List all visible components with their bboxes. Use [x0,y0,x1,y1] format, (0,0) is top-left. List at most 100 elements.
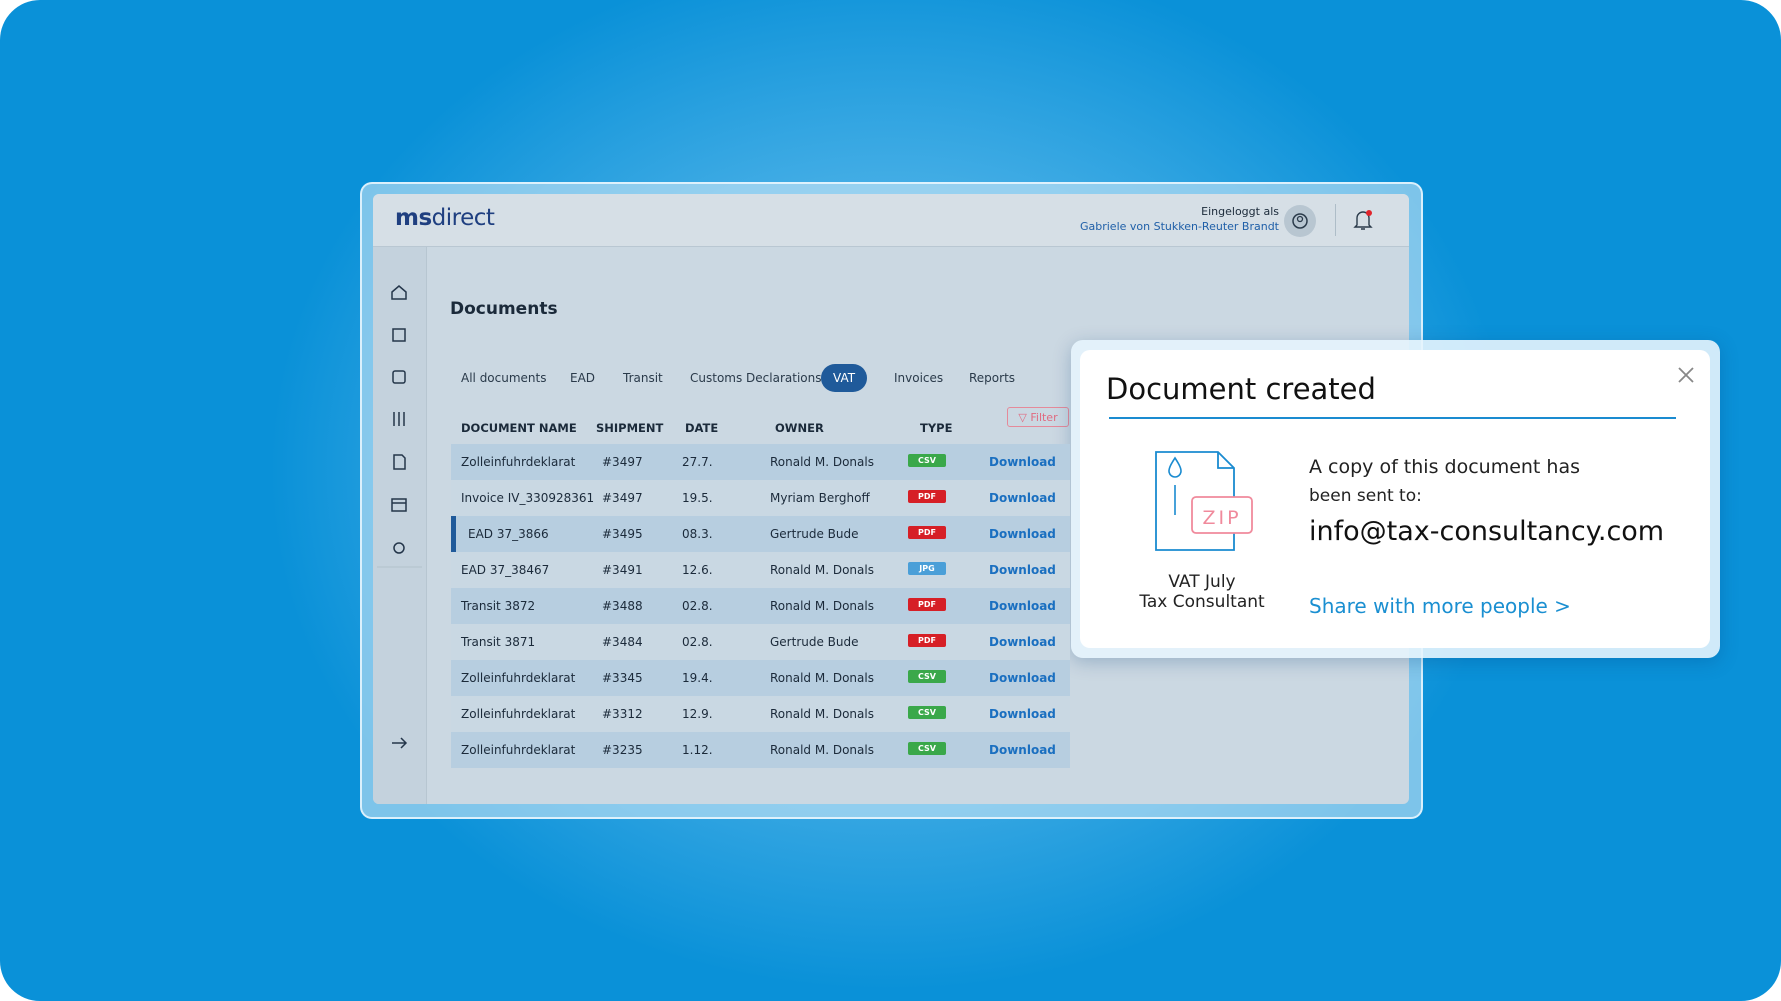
type-badge: PDF [908,490,946,503]
popup-title: Document created [1106,372,1376,406]
cell-date: 02.8. [682,599,713,613]
cell-owner: Ronald M. Donals [770,671,874,685]
cell-name: Zolleinfuhrdeklarat [461,455,576,469]
filter-label: Filter [1030,411,1058,424]
home-icon[interactable] [391,285,407,300]
tab[interactable]: EAD [570,371,596,385]
column-header[interactable]: OWNER [775,421,824,435]
cell-date: 08.3. [682,527,713,541]
cell-owner: Ronald M. Donals [770,599,874,613]
cell-date: 12.6. [682,563,713,577]
expand-arrow[interactable] [392,737,408,749]
table-row[interactable]: Zolleinfuhrdeklarat #3497 27.7. Ronald M. D… [451,444,1070,480]
cell-name: Transit 3872 [461,599,536,613]
column-header[interactable]: DOCUMENT NAME [461,421,577,435]
cell-shipment: #3235 [602,743,643,757]
table-row[interactable]: Zolleinfuhrdeklarat #3235 1.12. Ronald M. D… [451,732,1070,768]
download-link[interactable]: Download [989,455,1056,469]
tab[interactable]: Invoices [894,371,944,385]
recipient-email: info@tax-consultancy.com [1309,516,1665,547]
sidebar [373,247,427,804]
cell-owner: Ronald M. Donals [770,455,874,469]
cell-name: EAD 37_3866 [468,527,549,541]
column-header[interactable]: DATE [685,421,719,435]
box-icon[interactable] [392,328,406,342]
gear-icon[interactable] [393,542,405,554]
store-icon[interactable] [391,498,407,512]
file-subtitle: Tax Consultant [1139,592,1265,612]
logo-bold: ms [395,205,432,231]
download-link[interactable]: Download [989,491,1056,505]
tab[interactable]: VAT [821,364,868,392]
table-row[interactable]: EAD 37_38467 #3491 12.6. Ronald M. Donals JP… [451,552,1070,588]
filter-button[interactable]: ▽ Filter [1007,407,1069,427]
tab[interactable]: Reports [969,371,1016,385]
table-row[interactable]: Invoice IV_330928361 #3497 19.5. Myriam Ber… [451,480,1070,516]
sidebar-icons [377,285,422,749]
cell-owner: Ronald M. Donals [770,563,874,577]
cell-date: 19.5. [682,491,713,505]
zip-file-icon [1155,451,1253,551]
type-badge: PDF [908,634,946,647]
cell-owner: Ronald M. Donals [770,743,874,757]
tab[interactable]: Transit [623,371,663,385]
download-link[interactable]: Download [989,527,1056,541]
type-badge: PDF [908,526,946,539]
cell-date: 19.4. [682,671,713,685]
document-icon[interactable] [393,454,406,470]
download-link[interactable]: Download [989,563,1056,577]
logo-rest: direct [431,205,495,231]
tab[interactable]: All documents [461,371,547,385]
cell-date: 27.7. [682,455,713,469]
type-badge: CSV [908,742,946,755]
type-badge: CSV [908,454,946,467]
type-badge: JPG [908,562,946,575]
message-line: A copy of this document has [1309,456,1581,478]
table-row[interactable]: Transit 3872 #3488 02.8. Ronald M. Donals PD… [451,588,1070,624]
settings-sliders-icon[interactable] [393,412,405,426]
cell-date: 1.12. [682,743,713,757]
cell-date: 12.9. [682,707,713,721]
returns-icon[interactable] [392,370,406,384]
column-header[interactable]: TYPE [920,421,953,435]
column-header[interactable]: SHIPMENT [596,421,664,435]
top-bar: msdirect Eingeloggt als Gabriele von Stu… [373,194,1409,247]
type-badge: CSV [908,670,946,683]
table-row[interactable]: EAD 37_3866 #3495 08.3. Gertrude Bude PDF Dow… [451,516,1070,552]
download-link[interactable]: Download [989,671,1056,685]
download-link[interactable]: Download [989,743,1056,757]
download-link[interactable]: Download [989,599,1056,613]
login-label: Eingeloggt als [1201,205,1279,218]
separator [1335,204,1336,236]
close-button[interactable] [1676,365,1696,385]
cell-shipment: #3484 [602,635,643,649]
file-type: ZIP [1202,507,1242,529]
download-link[interactable]: Download [989,635,1056,649]
cell-name: Transit 3871 [461,635,536,649]
cell-shipment: #3497 [602,455,643,469]
cell-owner: Ronald M. Donals [770,707,874,721]
cell-name: Zolleinfuhrdeklarat [461,671,576,685]
popup: Document created ZIP VAT July Tax Consul… [1080,350,1710,648]
table-row[interactable]: Zolleinfuhrdeklarat #3312 12.9. Ronald M. D… [451,696,1070,732]
cell-shipment: #3345 [602,671,643,685]
cell-name: EAD 37_38467 [461,563,550,577]
tab[interactable]: Customs Declarations [690,371,822,385]
table-row[interactable]: Zolleinfuhrdeklarat #3345 19.4. Ronald M. D… [451,660,1070,696]
avatar[interactable] [1283,204,1317,238]
cell-shipment: #3495 [602,527,643,541]
cell-shipment: #3488 [602,599,643,613]
page-title: Documents [450,299,558,319]
cell-name: Invoice IV_330928361 [461,491,595,505]
message-line: been sent to: [1309,486,1422,506]
download-link[interactable]: Download [989,707,1056,721]
cell-name: Zolleinfuhrdeklarat [461,707,576,721]
type-badge: CSV [908,706,946,719]
notifications-bell[interactable] [1352,208,1374,232]
user-name: Gabriele von Stukken-Reuter Brandt [1079,220,1279,233]
cell-shipment: #3312 [602,707,643,721]
type-badge: PDF [908,598,946,611]
share-link[interactable]: Share with more people > [1309,594,1571,618]
table-row[interactable]: Transit 3871 #3484 02.8. Gertrude Bude PDF Do… [451,624,1070,660]
cell-shipment: #3497 [602,491,643,505]
